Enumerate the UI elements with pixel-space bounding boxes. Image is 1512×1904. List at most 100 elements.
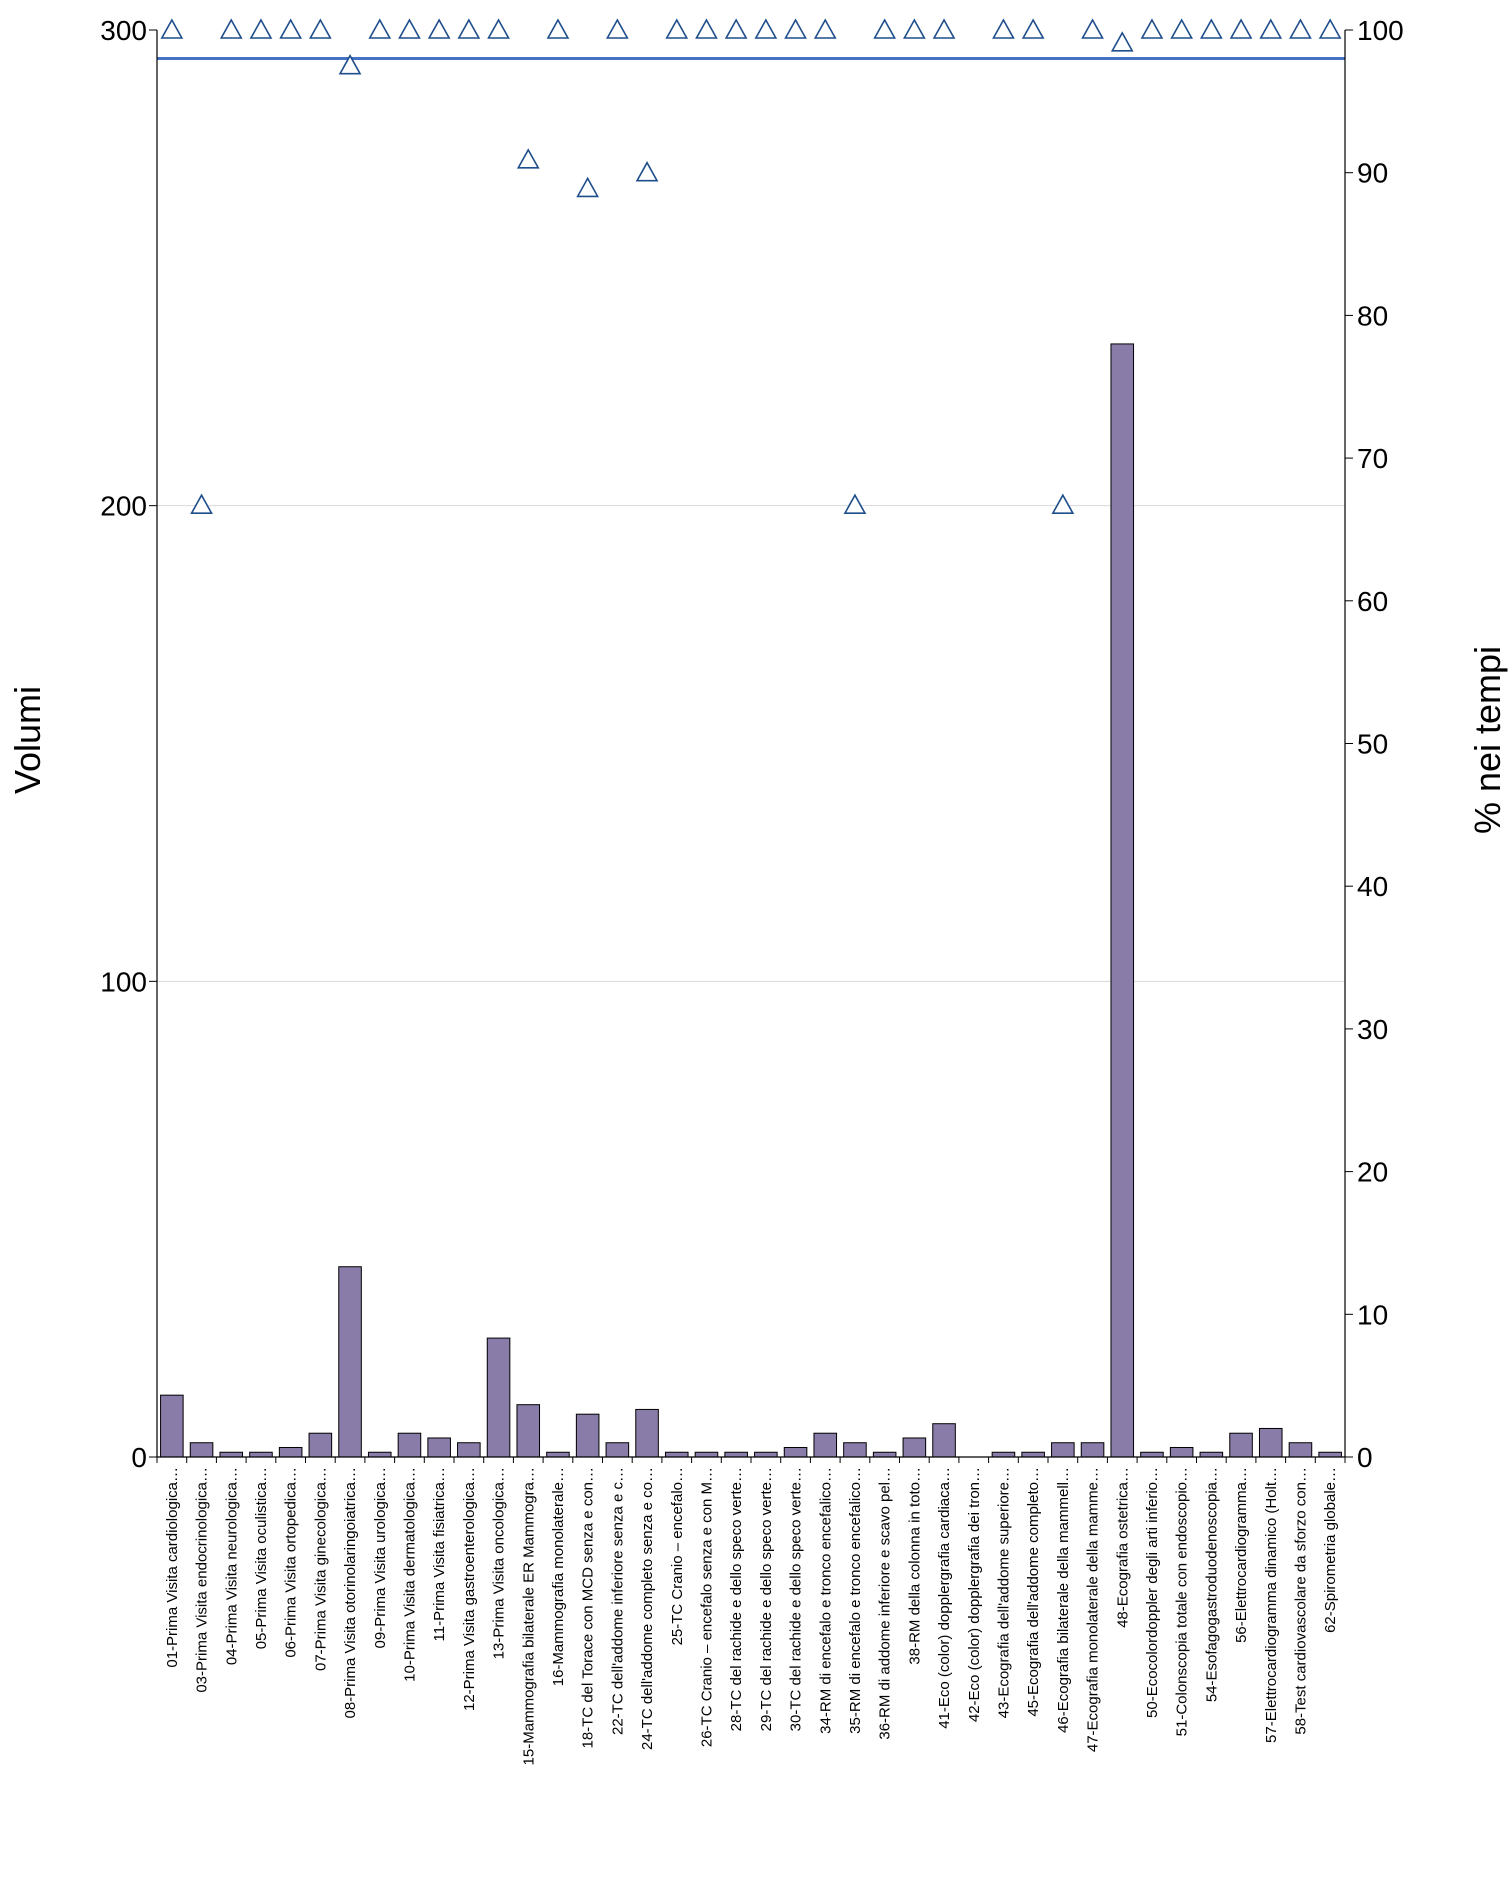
bar bbox=[1021, 1451, 1045, 1458]
category-label: 58-Test cardiovascolare da sforzo con… bbox=[1292, 1467, 1309, 1735]
bar bbox=[664, 1451, 689, 1458]
category-label: 07-Prima Visita ginecologica… bbox=[312, 1467, 329, 1671]
triangle-marker bbox=[1259, 18, 1283, 39]
triangle-marker bbox=[1229, 18, 1253, 39]
triangle-marker bbox=[427, 18, 451, 39]
right-tick-label: 20 bbox=[1357, 1157, 1388, 1188]
category-label: 51-Colonscopia totale con endoscopio… bbox=[1174, 1467, 1191, 1736]
triangle-marker bbox=[160, 18, 184, 39]
bar bbox=[1318, 1451, 1342, 1458]
triangle-marker bbox=[546, 18, 570, 39]
triangle-marker bbox=[784, 18, 807, 39]
category-label: 24-TC dell'addome completo senza e co… bbox=[639, 1467, 656, 1750]
category-label: 48-Ecografia ostetrica… bbox=[1114, 1467, 1131, 1628]
category-label: 45-Ecografia dell'addome completo… bbox=[1025, 1467, 1042, 1717]
bar bbox=[635, 1408, 659, 1458]
y2-axis-label: % nei tempi bbox=[1467, 646, 1508, 834]
category-label: 06-Prima Visita ortopedica… bbox=[283, 1467, 300, 1658]
bar bbox=[160, 1394, 184, 1458]
category-label: 25-TC Cranio – encefalo… bbox=[669, 1467, 686, 1645]
left-tick-label: 300 bbox=[100, 15, 147, 46]
triangle-marker bbox=[398, 18, 421, 39]
triangle-marker bbox=[724, 18, 748, 39]
bar bbox=[486, 1337, 511, 1458]
right-tick-label: 10 bbox=[1357, 1299, 1388, 1330]
triangle-marker bbox=[813, 18, 837, 39]
triangle-marker bbox=[1051, 493, 1075, 514]
bar bbox=[1258, 1427, 1283, 1458]
triangle-marker bbox=[576, 176, 600, 198]
category-label: 54-Esofagogastroduodenoscopia… bbox=[1203, 1467, 1220, 1702]
triangle-marker bbox=[1318, 18, 1342, 39]
category-label: 36-RM di addome inferiore e scavo pel… bbox=[877, 1467, 894, 1740]
category-label: 46-Ecografia bilaterale della mammell… bbox=[1055, 1467, 1072, 1733]
bar bbox=[605, 1442, 630, 1458]
bar bbox=[1288, 1442, 1313, 1458]
gridlines bbox=[157, 505, 1345, 982]
category-label: 18-TC del Torace con MCD senza e con… bbox=[580, 1467, 597, 1749]
triangle-marker bbox=[665, 18, 689, 39]
triangle-marker bbox=[1021, 18, 1045, 39]
bar bbox=[1110, 343, 1135, 1458]
bar bbox=[754, 1451, 778, 1458]
category-label: 26-TC Cranio – encefalo senza e con M… bbox=[698, 1467, 715, 1747]
bar bbox=[724, 1451, 748, 1458]
category-labels: 01-Prima Visita cardiologica… 03-Prima Vi… bbox=[164, 1467, 1339, 1765]
bar bbox=[1229, 1432, 1253, 1458]
category-label: 10-Prima Visita dermatologica… bbox=[401, 1467, 418, 1682]
bar bbox=[872, 1451, 897, 1458]
category-label: 30-TC del rachide e dello speco verte… bbox=[788, 1467, 805, 1731]
bar bbox=[308, 1432, 333, 1458]
bar bbox=[516, 1404, 541, 1458]
triangle-marker bbox=[932, 18, 956, 39]
triangle-marker bbox=[605, 18, 629, 39]
bar bbox=[902, 1437, 927, 1458]
left-tick-label: 200 bbox=[100, 491, 147, 522]
category-label: 13-Prima Visita oncologica… bbox=[491, 1467, 508, 1659]
bar bbox=[1080, 1442, 1105, 1458]
category-label: 11-Prima Visita fisiatrica… bbox=[431, 1467, 448, 1642]
bar bbox=[219, 1451, 244, 1458]
right-tick-label: 70 bbox=[1357, 443, 1388, 474]
category-label: 28-TC del rachide e dello speco verte… bbox=[728, 1467, 745, 1731]
bar bbox=[813, 1432, 838, 1458]
right-tick-label: 40 bbox=[1357, 871, 1388, 902]
bar bbox=[991, 1451, 1016, 1458]
category-label: 38-RM della colonna in toto… bbox=[906, 1467, 923, 1665]
triangle-marker bbox=[279, 18, 303, 39]
bar bbox=[1140, 1451, 1164, 1458]
triangle-marker bbox=[457, 18, 481, 39]
triangle-marker bbox=[190, 493, 213, 514]
category-label: 03-Prima Visita endocrinologica… bbox=[194, 1467, 211, 1693]
bar bbox=[843, 1442, 867, 1458]
triangle-marker bbox=[338, 54, 362, 75]
bar bbox=[1199, 1451, 1224, 1458]
category-label: 43-Ecografia dell'addome superiore… bbox=[995, 1467, 1012, 1718]
left-tick-label: 0 bbox=[131, 1442, 147, 1473]
triangle-marker bbox=[635, 161, 659, 182]
category-label: 56-Elettrocardiogramma… bbox=[1233, 1467, 1250, 1643]
bar bbox=[694, 1451, 719, 1458]
triangle-marker bbox=[754, 18, 778, 39]
bar bbox=[189, 1442, 214, 1458]
category-label: 15-Mammografia bilaterale ER Mammogra… bbox=[520, 1467, 537, 1765]
category-label: 62-Spirometria globale… bbox=[1322, 1467, 1339, 1633]
right-tick-label: 60 bbox=[1357, 586, 1388, 617]
bar bbox=[932, 1423, 956, 1458]
category-label: 47-Ecografia monolaterale della mamme… bbox=[1085, 1467, 1102, 1752]
bar bbox=[783, 1446, 808, 1458]
triangle-marker bbox=[368, 18, 392, 39]
left-tick-label: 100 bbox=[100, 966, 147, 997]
category-label: 50-Ecocolordoppler degli arti inferio… bbox=[1144, 1467, 1161, 1718]
right-tick-label: 30 bbox=[1357, 1014, 1388, 1045]
category-label: 12-Prima Visita gastroenterologica… bbox=[461, 1467, 478, 1711]
category-label: 08-Prima Visita otorinolaringoiatrica… bbox=[342, 1467, 359, 1719]
triangle-marker bbox=[1170, 18, 1194, 39]
bar bbox=[278, 1446, 303, 1458]
y-axis-label: Volumi bbox=[7, 686, 48, 794]
right-tick-label: 90 bbox=[1357, 158, 1388, 189]
right-tick-label: 50 bbox=[1357, 729, 1388, 760]
triangle-marker bbox=[902, 18, 926, 39]
category-label: 01-Prima Visita cardiologica… bbox=[164, 1467, 181, 1668]
